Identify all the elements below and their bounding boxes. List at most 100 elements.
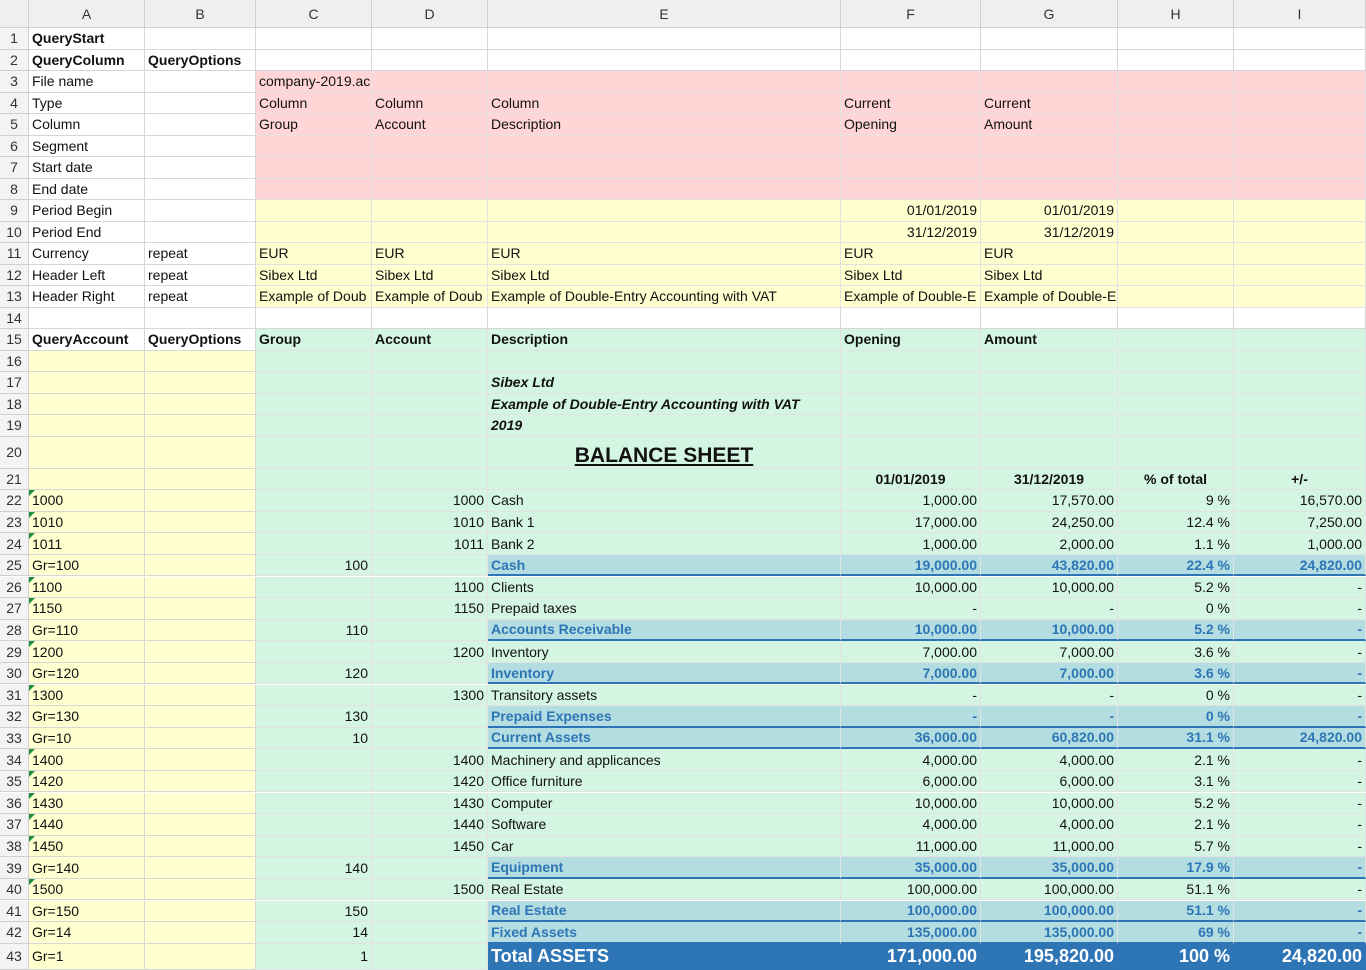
cell[interactable] xyxy=(256,393,372,415)
cell[interactable]: 1.1 % xyxy=(1118,533,1234,555)
row-header[interactable]: 2 xyxy=(0,49,29,71)
cell[interactable]: Amount xyxy=(981,114,1118,136)
cell[interactable]: Inventory xyxy=(488,641,841,663)
cell[interactable] xyxy=(372,436,488,469)
cell[interactable]: 31.1 % xyxy=(1118,727,1234,750)
cell[interactable]: 14 xyxy=(256,922,372,944)
column-header[interactable]: C xyxy=(256,0,372,28)
cell[interactable] xyxy=(256,684,372,707)
cell[interactable] xyxy=(372,71,488,93)
cell[interactable]: 1,000.00 xyxy=(1234,533,1366,555)
cell[interactable]: 4,000.00 xyxy=(841,749,981,771)
cell[interactable]: 135,000.00 xyxy=(841,922,981,944)
cell[interactable] xyxy=(145,922,256,944)
cell[interactable] xyxy=(372,28,488,50)
cell[interactable] xyxy=(372,468,488,491)
cell[interactable] xyxy=(372,49,488,71)
cell[interactable]: repeat xyxy=(145,264,256,286)
cell[interactable] xyxy=(256,436,372,469)
cell[interactable] xyxy=(256,350,372,372)
cell[interactable]: 3.6 % xyxy=(1118,662,1234,685)
cell[interactable]: - xyxy=(1234,878,1366,901)
cell[interactable] xyxy=(256,221,372,243)
cell[interactable]: 31/12/2019 xyxy=(841,221,981,243)
cell[interactable] xyxy=(145,857,256,879)
cell[interactable]: QueryStart xyxy=(29,28,145,50)
cell[interactable] xyxy=(372,372,488,394)
cell[interactable]: 1 xyxy=(256,943,372,970)
cell[interactable]: 51.1 % xyxy=(1118,878,1234,901)
cell[interactable] xyxy=(981,28,1118,50)
cell[interactable] xyxy=(841,49,981,71)
cell[interactable] xyxy=(1234,71,1366,93)
row-header[interactable]: 14 xyxy=(0,307,29,329)
cell[interactable]: Gr=10 xyxy=(29,727,145,750)
cell[interactable] xyxy=(256,200,372,222)
row-header[interactable]: 17 xyxy=(0,372,29,394)
cell[interactable] xyxy=(256,533,372,555)
cell[interactable]: - xyxy=(981,684,1118,707)
cell[interactable]: 31/12/2019 xyxy=(981,468,1118,491)
row-header[interactable]: 24 xyxy=(0,533,29,555)
cell[interactable]: - xyxy=(1234,641,1366,663)
row-header[interactable]: 42 xyxy=(0,922,29,944)
cell[interactable] xyxy=(1118,372,1234,394)
cell[interactable]: 150 xyxy=(256,900,372,923)
cell[interactable] xyxy=(1118,49,1234,71)
cell[interactable]: 1500 xyxy=(29,878,145,901)
row-header[interactable]: 35 xyxy=(0,770,29,793)
cell[interactable] xyxy=(372,706,488,728)
cell[interactable]: 10,000.00 xyxy=(841,576,981,599)
cell[interactable]: 1420 xyxy=(29,770,145,793)
corner[interactable] xyxy=(0,0,29,28)
cell[interactable]: - xyxy=(1234,576,1366,599)
row-header[interactable]: 34 xyxy=(0,749,29,771)
cell[interactable]: 1011 xyxy=(29,533,145,555)
cell[interactable]: repeat xyxy=(145,243,256,265)
cell[interactable] xyxy=(1234,307,1366,329)
cell[interactable]: 1200 xyxy=(29,641,145,663)
cell[interactable]: Car xyxy=(488,835,841,858)
cell[interactable]: 100,000.00 xyxy=(981,878,1118,901)
cell[interactable]: File name xyxy=(29,71,145,93)
cell[interactable]: Sibex Ltd xyxy=(488,264,841,286)
cell[interactable]: Gr=1 xyxy=(29,943,145,970)
cell[interactable]: Group xyxy=(256,329,372,351)
cell[interactable] xyxy=(372,157,488,179)
cell[interactable] xyxy=(841,393,981,415)
cell[interactable]: 195,820.00 xyxy=(981,943,1118,970)
cell[interactable]: Gr=100 xyxy=(29,554,145,577)
cell[interactable]: 1010 xyxy=(372,511,488,534)
cell[interactable] xyxy=(29,350,145,372)
cell[interactable]: 19,000.00 xyxy=(841,554,981,577)
cell[interactable] xyxy=(256,490,372,512)
cell[interactable]: 36,000.00 xyxy=(841,727,981,750)
cell[interactable]: Header Right xyxy=(29,286,145,308)
cell[interactable]: - xyxy=(1234,814,1366,836)
cell[interactable] xyxy=(1118,393,1234,415)
cell[interactable] xyxy=(29,468,145,491)
cell[interactable]: QueryColumn xyxy=(29,49,145,71)
cell[interactable] xyxy=(145,878,256,901)
cell[interactable] xyxy=(1234,200,1366,222)
cell[interactable] xyxy=(29,415,145,437)
cell[interactable]: 1300 xyxy=(29,684,145,707)
cell[interactable]: 0 % xyxy=(1118,706,1234,728)
cell[interactable]: Gr=130 xyxy=(29,706,145,728)
row-header[interactable]: 33 xyxy=(0,727,29,750)
row-header[interactable]: 28 xyxy=(0,619,29,642)
cell[interactable] xyxy=(1118,243,1234,265)
cell[interactable] xyxy=(372,393,488,415)
cell[interactable]: EUR xyxy=(256,243,372,265)
cell[interactable]: 1000 xyxy=(372,490,488,512)
cell[interactable]: EUR xyxy=(841,243,981,265)
column-header[interactable]: F xyxy=(841,0,981,28)
cell[interactable]: Office furniture xyxy=(488,770,841,793)
cell[interactable]: 11,000.00 xyxy=(841,835,981,858)
cell[interactable]: 1150 xyxy=(372,598,488,620)
cell[interactable]: 10 xyxy=(256,727,372,750)
cell[interactable] xyxy=(1234,286,1366,308)
cell[interactable]: Prepaid Expenses xyxy=(488,706,841,728)
cell[interactable] xyxy=(488,221,841,243)
cell[interactable]: BALANCE SHEET xyxy=(488,436,841,469)
